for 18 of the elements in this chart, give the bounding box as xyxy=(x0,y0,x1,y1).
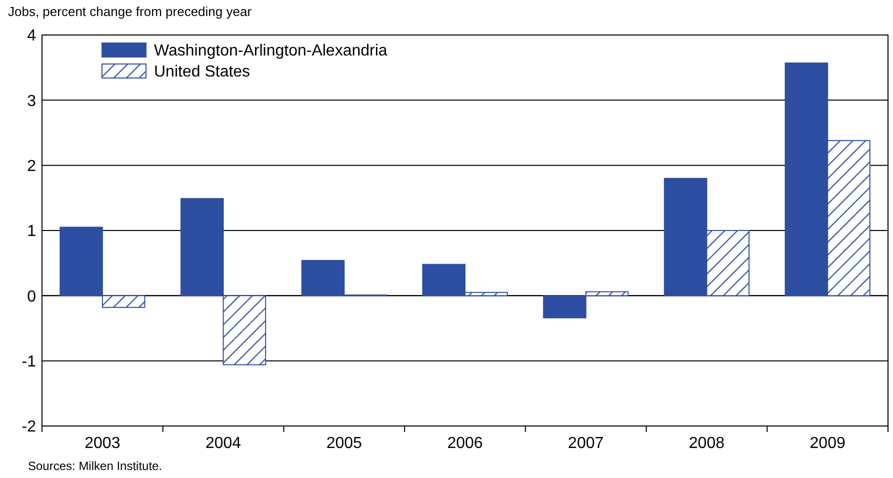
x-tick-label: 2006 xyxy=(447,435,483,452)
y-tick-label: -1 xyxy=(22,353,36,370)
x-tick-label: 2007 xyxy=(568,435,604,452)
legend-label: Washington-Arlington-Alexandria xyxy=(154,42,388,60)
y-tick-label: -2 xyxy=(22,418,36,436)
y-tick-label: 0 xyxy=(27,288,36,306)
source-note: Sources: Milken Institute. xyxy=(28,459,162,473)
y-tick-label: 4 xyxy=(27,28,36,45)
x-tick-label: 2009 xyxy=(810,435,846,452)
y-tick-label: 2 xyxy=(27,158,36,175)
x-tick-label: 2008 xyxy=(688,435,725,452)
legend-label: United States xyxy=(154,64,250,81)
y-tick-label: 3 xyxy=(27,92,36,110)
y-tick-label: 1 xyxy=(27,223,36,240)
chart-subtitle: Jobs, percent change from preceding year xyxy=(8,4,252,19)
x-tick-label: 2004 xyxy=(205,435,242,452)
x-tick-label: 2003 xyxy=(84,435,120,452)
x-tick-label: 2005 xyxy=(326,435,362,452)
